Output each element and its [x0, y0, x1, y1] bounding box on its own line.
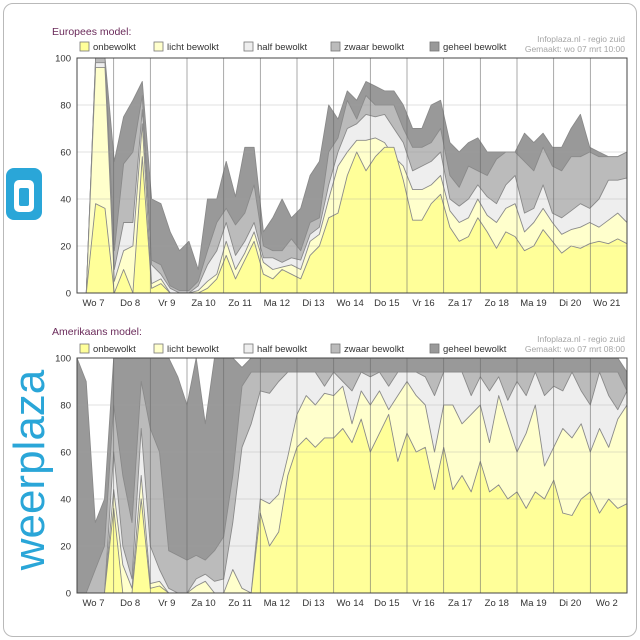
x-tick-label-7: Di 13 — [302, 298, 324, 309]
legend-label-4: zwaar bewolkt — [344, 42, 405, 53]
legend-label-5: geheel bewolkt — [443, 344, 507, 355]
x-tick-label-13: Ma 19 — [520, 298, 546, 309]
legend-swatch-5 — [429, 41, 440, 52]
x-tick-label-12: Zo 18 — [485, 598, 509, 609]
x-tick-label-10: Vr 16 — [412, 598, 434, 609]
legend-swatch-1 — [79, 343, 90, 354]
y-tick-label-6: 100 — [55, 354, 71, 365]
x-tick-label-9: Do 15 — [374, 298, 399, 309]
legend-label-3: half bewolkt — [257, 42, 308, 53]
x-tick-label-1: Wo 7 — [82, 598, 104, 609]
y-tick-label-6: 100 — [55, 54, 71, 65]
x-tick-label-11: Za 17 — [448, 598, 472, 609]
x-tick-label-15: Wo 2 — [596, 598, 618, 609]
legend-label-5: geheel bewolkt — [443, 42, 507, 53]
x-tick-label-2: Do 8 — [120, 598, 140, 609]
x-tick-label-5: Zo 11 — [228, 598, 252, 609]
legend-swatch-3 — [243, 343, 254, 354]
x-tick-label-7: Di 13 — [302, 598, 324, 609]
logo-badge-bar — [19, 188, 29, 206]
x-tick-label-10: Vr 16 — [412, 298, 434, 309]
x-tick-label-15: Wo 21 — [593, 298, 620, 309]
y-tick-label-4: 60 — [60, 148, 71, 159]
legend-label-3: half bewolkt — [257, 344, 308, 355]
made-timestamp: Gemaakt: wo 07 mrt 10:00 — [525, 44, 625, 54]
y-tick-label-5: 80 — [60, 401, 71, 412]
x-tick-label-2: Do 8 — [120, 298, 140, 309]
y-tick-label-3: 40 — [60, 495, 71, 506]
x-tick-label-6: Ma 12 — [264, 598, 290, 609]
y-tick-label-3: 40 — [60, 195, 71, 206]
legend-swatch-5 — [429, 343, 440, 354]
x-tick-label-9: Do 15 — [374, 598, 399, 609]
weerplaza-logo: weerplaza — [5, 168, 54, 571]
x-tick-label-11: Za 17 — [448, 298, 472, 309]
x-tick-label-6: Ma 12 — [264, 298, 290, 309]
y-tick-label-2: 20 — [60, 542, 71, 553]
source-label: Infoplaza.nl - regio zuid — [537, 34, 625, 44]
x-tick-label-8: Wo 14 — [337, 298, 364, 309]
x-tick-label-1: Wo 7 — [82, 298, 104, 309]
x-tick-label-8: Wo 14 — [337, 598, 364, 609]
legend-label-1: onbewolkt — [93, 344, 136, 355]
y-tick-label-5: 80 — [60, 101, 71, 112]
x-tick-label-13: Ma 19 — [520, 598, 546, 609]
legend-label-2: licht bewolkt — [167, 42, 219, 53]
x-tick-label-5: Zo 11 — [228, 298, 252, 309]
x-tick-label-14: Di 20 — [559, 298, 581, 309]
chart-1: Europees model: Infoplaza.nl - regio zuid… — [52, 26, 628, 309]
legend-label-4: zwaar bewolkt — [344, 344, 405, 355]
x-tick-label-4: Za 10 — [191, 298, 215, 309]
y-tick-label-1: 0 — [66, 589, 71, 600]
legend-label-2: licht bewolkt — [167, 344, 219, 355]
legend-swatch-1 — [79, 41, 90, 52]
chart-2: Amerikaans model: Infoplaza.nl - regio zu… — [52, 326, 628, 609]
legend-swatch-4 — [330, 41, 341, 52]
chart-title: Europees model: — [52, 26, 131, 38]
legend-swatch-4 — [330, 343, 341, 354]
y-tick-label-4: 60 — [60, 448, 71, 459]
y-tick-label-1: 0 — [66, 289, 71, 300]
plot-frame — [76, 57, 628, 294]
x-tick-label-4: Za 10 — [191, 598, 215, 609]
legend-label-1: onbewolkt — [93, 42, 136, 53]
x-tick-label-3: Vr 9 — [158, 298, 175, 309]
source-label: Infoplaza.nl - regio zuid — [537, 334, 625, 344]
made-timestamp: Gemaakt: wo 07 mrt 08:00 — [525, 344, 625, 354]
brand-wordmark: weerplaza — [5, 369, 54, 571]
x-tick-label-12: Zo 18 — [485, 298, 509, 309]
plot-frame — [76, 357, 628, 594]
x-tick-label-3: Vr 9 — [158, 598, 175, 609]
legend-swatch-2 — [153, 41, 164, 52]
legend-swatch-3 — [243, 41, 254, 52]
chart-title: Amerikaans model: — [52, 326, 142, 338]
x-tick-label-14: Di 20 — [559, 598, 581, 609]
legend-swatch-2 — [153, 343, 164, 354]
y-tick-label-2: 20 — [60, 242, 71, 253]
